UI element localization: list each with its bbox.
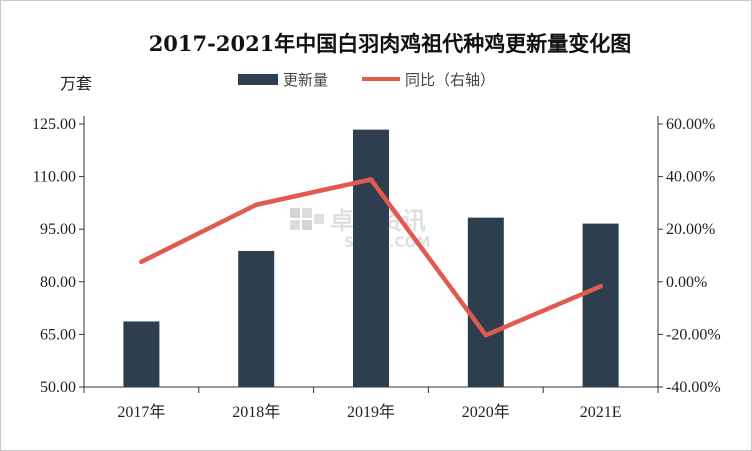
line-point — [254, 202, 259, 207]
axes: 50.00 65.00 80.00 95.00 110.00 125.00 -40.00% -… — [32, 116, 721, 421]
y-tick-label-right: 20.00% — [666, 221, 715, 238]
legend: 更新量 同比（右轴） — [238, 71, 495, 89]
bar-series — [123, 129, 619, 388]
x-tick-label: 2018年 — [232, 403, 280, 421]
y-axis-unit: 万套 — [60, 74, 92, 93]
chart-title: 2017-2021年中国白羽肉鸡祖代种鸡更新量变化图 — [149, 31, 632, 56]
y-tick-label-left: 110.00 — [33, 169, 76, 186]
y-tick-label-left: 65.00 — [40, 326, 76, 343]
x-tick-label: 2021E — [580, 404, 622, 421]
legend-swatch-bar — [238, 74, 278, 85]
y-tick-label-left: 80.00 — [40, 274, 76, 291]
line-point — [598, 284, 603, 289]
line-point — [483, 332, 488, 338]
y-tick-label-right: 0.00% — [666, 274, 707, 291]
line-point — [368, 177, 374, 182]
line-series — [139, 177, 603, 338]
line-point — [139, 259, 144, 265]
bar — [123, 321, 160, 387]
y-tick-label-left: 95.00 — [40, 221, 76, 238]
x-tick-label: 2017年 — [117, 403, 165, 421]
bar — [582, 223, 619, 387]
y-tick-label-right: 60.00% — [666, 116, 715, 133]
y-tick-label-left: 50.00 — [40, 379, 76, 396]
watermark-logo-icon — [290, 208, 324, 230]
bar — [467, 217, 504, 387]
legend-label-line: 同比（右轴） — [405, 71, 495, 89]
x-tick-label: 2019年 — [347, 403, 395, 421]
y-tick-label-right: -20.00% — [666, 326, 721, 343]
y-tick-label-left: 125.00 — [32, 116, 76, 133]
y-tick-label-right: -40.00% — [666, 379, 721, 396]
y-tick-label-right: 40.00% — [666, 169, 715, 186]
bar — [238, 250, 275, 387]
bar — [353, 129, 389, 388]
legend-label-bar: 更新量 — [283, 71, 328, 89]
x-tick-label: 2020年 — [462, 403, 510, 421]
